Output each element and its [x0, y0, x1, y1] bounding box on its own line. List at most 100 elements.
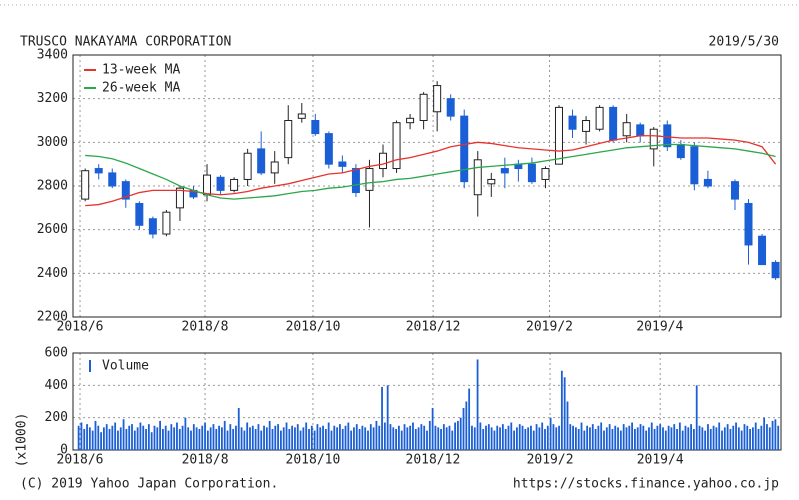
volume-bar [291, 425, 294, 450]
volume-bar [558, 425, 560, 450]
volume-bar [642, 425, 645, 450]
volume-bar [414, 428, 417, 450]
volume-bar [218, 425, 220, 450]
volume-bar [235, 425, 237, 450]
volume-bar [634, 428, 636, 450]
legend-label: 13-week MA [102, 63, 180, 78]
volume-bar [257, 424, 260, 450]
volume-bar [555, 427, 558, 450]
volume-bar [485, 425, 487, 450]
candle-body [541, 168, 550, 180]
volume-bar [504, 428, 507, 450]
y-tick-label: 2400 [37, 266, 68, 281]
volume-bar [209, 427, 212, 450]
volume-bar [518, 424, 521, 450]
candle-body [649, 128, 658, 150]
volume-bar [594, 428, 597, 450]
candle-body [758, 235, 767, 266]
volume-bar [676, 428, 678, 450]
candle-body [216, 176, 225, 191]
volume-bar [445, 427, 448, 450]
volume-bar [133, 430, 136, 450]
volume-bar [690, 424, 692, 450]
chart-date: 2019/5/30 [709, 35, 779, 50]
candle-body [379, 152, 388, 170]
candle-body [297, 113, 306, 119]
volume-bar [479, 422, 482, 450]
volume-bar [344, 425, 347, 450]
candle-body [203, 174, 212, 196]
candle-body [351, 168, 360, 194]
volume-bar [319, 427, 322, 450]
volume-bar [760, 425, 763, 450]
candle-body [406, 117, 415, 124]
volume-bar [695, 385, 698, 450]
volume-bar [201, 425, 204, 450]
candle-body [257, 148, 266, 174]
volume-bar [743, 424, 746, 450]
volume-bar [580, 422, 583, 450]
volume-bar [288, 428, 291, 450]
volume-bar [532, 430, 535, 450]
volume-bar [721, 430, 723, 450]
volume-bar [131, 424, 133, 450]
volume-bar [83, 428, 86, 450]
volume-bar [274, 425, 277, 450]
candle-body [446, 98, 455, 117]
x-tick-label: 2018/6 [57, 320, 104, 335]
volume-bar [693, 428, 695, 450]
volume-bar [569, 424, 572, 450]
x-tick-label: 2019/2 [526, 320, 573, 335]
volume-bar [263, 425, 265, 450]
volume-bar [600, 422, 603, 450]
volume-bar [316, 424, 319, 450]
volume-bar [94, 420, 97, 450]
volume-bar [333, 425, 336, 450]
volume-bar [457, 420, 459, 450]
y-tick-label: 3200 [37, 91, 68, 106]
volume-bar [513, 430, 515, 450]
volume-bar [176, 422, 178, 450]
volume-bar [687, 427, 690, 450]
volume-bar [221, 427, 223, 450]
volume-bar [645, 430, 648, 450]
volume-bar [614, 425, 617, 450]
volume-bar [451, 430, 454, 450]
volume-bar [459, 417, 462, 450]
volume-bar [114, 422, 117, 450]
volume-bar [420, 424, 423, 450]
volume-bar [305, 422, 308, 450]
volume-bar [625, 427, 628, 450]
volume-bar [195, 427, 198, 450]
volume-bar [341, 428, 344, 450]
candle-body [311, 120, 320, 135]
volume-bar [709, 428, 712, 450]
volume-bar [549, 417, 552, 450]
volume-bar [749, 428, 751, 450]
x-tick-label: 2018/10 [286, 320, 341, 335]
volume-bar [648, 427, 650, 450]
volume-bar [324, 428, 327, 450]
volume-bar [493, 430, 496, 450]
candle-body [230, 178, 239, 191]
legend-label: 26-week MA [102, 81, 180, 96]
volume-bar [339, 424, 341, 450]
volume-bar [662, 427, 664, 450]
volume-bar [684, 425, 687, 450]
candle-body [121, 181, 130, 200]
candle-body [582, 120, 591, 132]
candle-body [500, 168, 509, 174]
volume-bar [86, 424, 88, 450]
volume-bar [187, 427, 190, 450]
chart-title: TRUSCO NAKAYAMA CORPORATION [20, 35, 231, 50]
candle-body [703, 178, 712, 187]
volume-bar [611, 428, 614, 450]
volume-bar [763, 417, 766, 450]
candle-body [663, 124, 672, 148]
candle-body [527, 163, 536, 183]
volume-bar [471, 425, 473, 450]
volume-bar [431, 407, 434, 450]
volume-bar [490, 427, 493, 450]
plot-frame [72, 54, 782, 318]
volume-bar [541, 422, 544, 450]
